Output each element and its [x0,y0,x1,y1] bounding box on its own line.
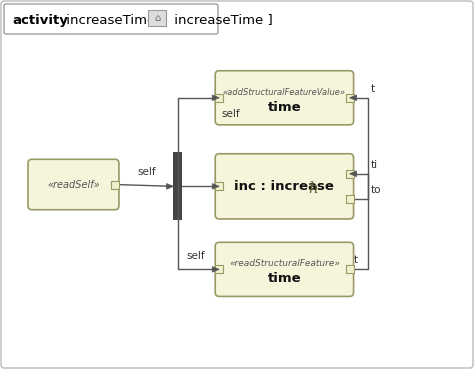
Bar [346,195,354,203]
Text: «readStructuralFeature»: «readStructuralFeature» [229,259,340,268]
Text: self: self [221,109,240,119]
Bar [111,180,119,189]
Text: time: time [268,100,301,114]
FancyBboxPatch shape [215,242,354,296]
Text: ℎ: ℎ [308,182,318,196]
Polygon shape [349,171,356,176]
Text: self: self [137,166,155,176]
FancyBboxPatch shape [4,4,218,34]
Text: «readSelf»: «readSelf» [47,179,100,190]
Bar [215,94,223,102]
Text: time: time [268,272,301,285]
Polygon shape [212,266,219,272]
Bar [173,152,182,221]
Text: inc : increase: inc : increase [235,180,334,193]
Text: increaseTime[: increaseTime[ [62,14,161,27]
Bar [215,182,223,190]
Text: ti: ti [371,160,378,170]
Polygon shape [166,183,173,189]
Bar [346,265,354,273]
Bar [346,170,354,178]
FancyBboxPatch shape [215,154,354,219]
Polygon shape [212,183,219,189]
Bar [215,265,223,273]
Bar [148,10,166,26]
Text: t: t [371,84,375,94]
Text: to: to [371,185,381,195]
Bar [346,94,354,102]
Text: self: self [187,251,205,261]
Text: ⌂: ⌂ [154,13,160,23]
Polygon shape [212,95,219,101]
Text: activity: activity [12,14,68,27]
Text: «addStructuralFeatureValue»: «addStructuralFeatureValue» [223,88,346,97]
Text: increaseTime ]: increaseTime ] [170,14,273,27]
FancyBboxPatch shape [215,71,354,125]
Polygon shape [349,95,356,101]
FancyBboxPatch shape [28,159,119,210]
Text: t: t [354,255,358,265]
